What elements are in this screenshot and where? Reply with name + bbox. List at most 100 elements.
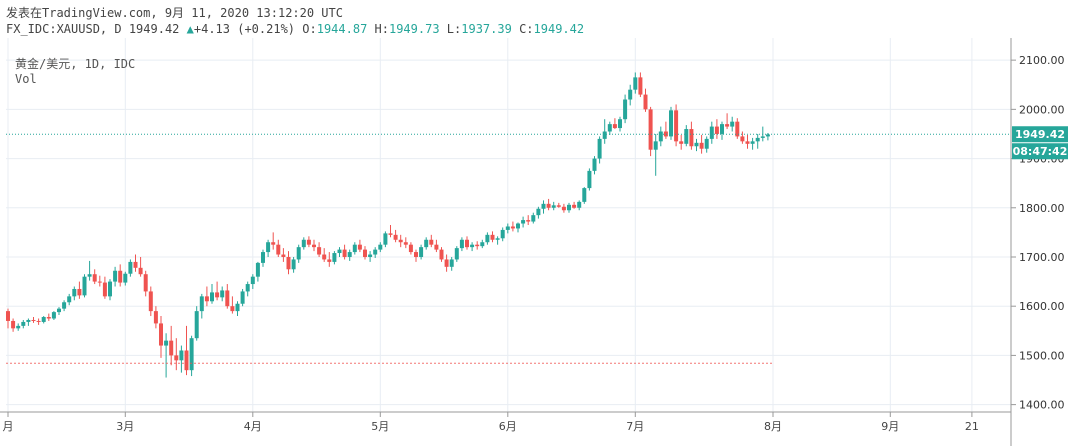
candle[interactable] — [199, 293, 204, 319]
candle[interactable] — [72, 286, 77, 301]
candle[interactable] — [312, 239, 316, 252]
candle[interactable] — [261, 249, 265, 267]
volume-legend[interactable]: Vol — [15, 72, 37, 86]
candle[interactable] — [618, 116, 622, 132]
candle[interactable] — [77, 281, 82, 299]
candle[interactable] — [296, 244, 301, 263]
candle[interactable] — [490, 231, 495, 243]
candle[interactable] — [740, 131, 745, 144]
candle[interactable] — [21, 319, 26, 329]
candle[interactable] — [133, 254, 138, 272]
candle[interactable] — [597, 136, 602, 164]
candle[interactable] — [342, 244, 347, 260]
candle[interactable] — [459, 237, 464, 252]
candle[interactable] — [276, 239, 281, 257]
candle[interactable] — [113, 266, 118, 287]
candle[interactable] — [62, 300, 67, 312]
candle[interactable] — [159, 316, 163, 358]
candle[interactable] — [704, 136, 709, 153]
candle[interactable] — [255, 261, 260, 282]
candle[interactable] — [41, 316, 46, 324]
candle[interactable] — [561, 203, 566, 213]
candle[interactable] — [220, 286, 225, 302]
candle[interactable] — [245, 281, 250, 297]
candle[interactable] — [495, 236, 500, 245]
candle[interactable] — [210, 284, 214, 304]
candle[interactable] — [623, 94, 628, 124]
candle[interactable] — [250, 274, 255, 289]
candle[interactable] — [500, 227, 505, 242]
candle[interactable] — [118, 264, 123, 287]
candle[interactable] — [128, 259, 133, 277]
candle[interactable] — [46, 313, 51, 321]
candle[interactable] — [572, 201, 577, 209]
candle[interactable] — [414, 249, 418, 262]
candle[interactable] — [368, 251, 373, 262]
candle[interactable] — [393, 229, 398, 243]
candle[interactable] — [194, 306, 199, 341]
candle[interactable] — [582, 187, 587, 204]
candle[interactable] — [653, 133, 658, 176]
candle[interactable] — [745, 134, 750, 149]
candle[interactable] — [658, 126, 663, 147]
candle[interactable] — [204, 286, 209, 307]
candle[interactable] — [408, 242, 413, 255]
candle[interactable] — [266, 239, 271, 257]
candle[interactable] — [735, 118, 740, 139]
candle[interactable] — [485, 232, 490, 245]
candle[interactable] — [551, 201, 556, 211]
candle[interactable] — [403, 237, 408, 249]
candle[interactable] — [332, 251, 337, 265]
candle[interactable] — [102, 276, 107, 299]
candle[interactable] — [424, 237, 429, 250]
candle[interactable] — [82, 274, 87, 298]
candle[interactable] — [587, 168, 592, 191]
candle[interactable] — [327, 252, 332, 267]
candle[interactable] — [230, 296, 235, 314]
candle[interactable] — [679, 134, 684, 150]
series-legend[interactable]: 黄金/美元, 1D, IDC — [15, 57, 136, 71]
candle[interactable] — [235, 301, 240, 317]
candle[interactable] — [169, 325, 174, 366]
candle[interactable] — [398, 234, 403, 248]
candle[interactable] — [97, 275, 102, 287]
candle[interactable] — [516, 222, 520, 233]
candle[interactable] — [434, 239, 439, 253]
candle[interactable] — [567, 202, 571, 213]
candlestick-series[interactable] — [6, 72, 770, 378]
candle[interactable] — [720, 121, 724, 140]
candle[interactable] — [612, 118, 617, 130]
candle[interactable] — [510, 221, 515, 232]
candle[interactable] — [16, 323, 21, 331]
candle[interactable] — [164, 333, 169, 378]
candle[interactable] — [31, 317, 36, 323]
candle[interactable] — [153, 306, 158, 329]
candle[interactable] — [215, 281, 220, 301]
candle[interactable] — [592, 156, 597, 175]
candle[interactable] — [633, 72, 638, 94]
candle[interactable] — [352, 242, 357, 255]
candle[interactable] — [531, 212, 536, 224]
candle[interactable] — [337, 247, 342, 257]
candle[interactable] — [607, 121, 612, 135]
candle[interactable] — [26, 318, 31, 326]
candle[interactable] — [465, 236, 469, 250]
candle[interactable] — [67, 293, 72, 306]
candle[interactable] — [628, 84, 633, 106]
candle[interactable] — [123, 271, 128, 286]
candle[interactable] — [306, 236, 311, 248]
candle[interactable] — [174, 338, 179, 371]
candle[interactable] — [301, 237, 306, 250]
candle[interactable] — [684, 125, 689, 147]
symbol-name[interactable]: FX_IDC:XAUUSD, D — [6, 22, 122, 36]
candle[interactable] — [225, 284, 230, 309]
candle[interactable] — [765, 132, 770, 141]
candle[interactable] — [419, 244, 424, 260]
candle[interactable] — [526, 215, 531, 225]
candle[interactable] — [240, 288, 245, 307]
candle[interactable] — [674, 104, 679, 147]
candle[interactable] — [475, 241, 480, 250]
candle[interactable] — [6, 308, 10, 329]
candle[interactable] — [714, 119, 719, 139]
candle[interactable] — [643, 88, 648, 112]
